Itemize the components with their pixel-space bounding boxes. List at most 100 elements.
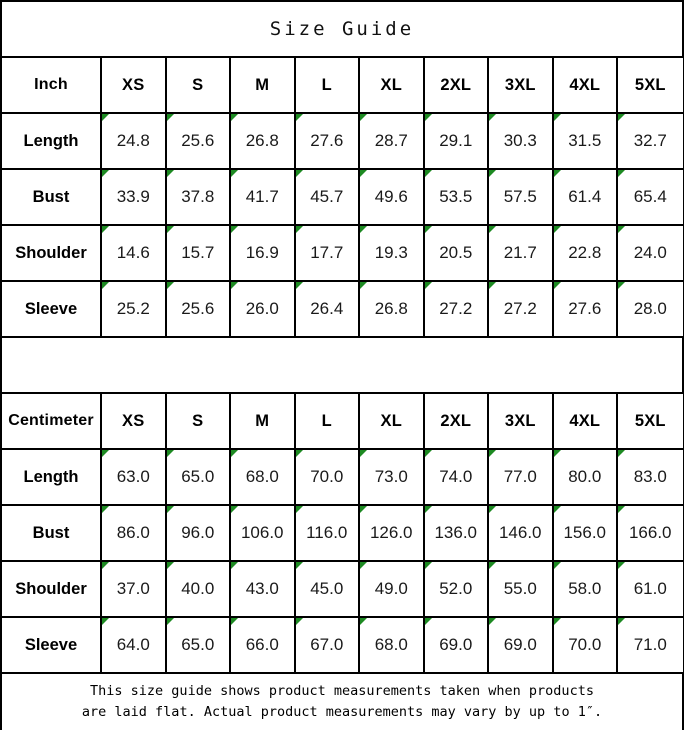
measurement-cell: 65.0	[166, 618, 231, 674]
measurement-cell: 67.0	[295, 618, 360, 674]
size-header-2xl: 2XL	[424, 394, 489, 450]
size-header-2xl: 2XL	[424, 58, 489, 114]
footer-note-line-1: This size guide shows product measuremen…	[90, 683, 594, 700]
measurement-cell: 26.0	[231, 282, 296, 338]
centimeter-unit-header: Centimeter	[2, 394, 102, 450]
measurement-cell: 166.0	[618, 506, 683, 562]
table-row: Bust 86.0 96.0 106.0 116.0 126.0 136.0 146.0 156…	[2, 506, 683, 562]
title-row: Size Guide	[2, 2, 682, 58]
centimeter-header-row: Centimeter XS S M L XL 2XL 3XL 4XL 5XL	[2, 394, 683, 450]
measurement-cell: 96.0	[166, 506, 231, 562]
size-header-5xl: 5XL	[618, 394, 683, 450]
table-row: Length 24.8 25.6 26.8 27.6 28.7 29.1 30.3 31.5 32…	[2, 114, 683, 170]
measurement-cell: 25.6	[166, 114, 231, 170]
measurement-label-sleeve: Sleeve	[2, 618, 102, 674]
inch-unit-header: Inch	[2, 58, 102, 114]
measurement-cell: 27.6	[295, 114, 360, 170]
measurement-cell: 77.0	[489, 450, 554, 506]
measurement-cell: 52.0	[424, 562, 489, 618]
measurement-label-sleeve: Sleeve	[2, 282, 102, 338]
measurement-cell: 37.0	[102, 562, 167, 618]
measurement-cell: 19.3	[360, 226, 425, 282]
measurement-cell: 14.6	[102, 226, 167, 282]
measurement-cell: 24.0	[618, 226, 683, 282]
measurement-cell: 27.2	[424, 282, 489, 338]
measurement-cell: 26.4	[295, 282, 360, 338]
measurement-cell: 27.2	[489, 282, 554, 338]
measurement-cell: 57.5	[489, 170, 554, 226]
measurement-cell: 55.0	[489, 562, 554, 618]
measurement-cell: 106.0	[231, 506, 296, 562]
centimeter-table-section: Centimeter XS S M L XL 2XL 3XL 4XL 5XL Length 63.0 6…	[2, 394, 683, 674]
measurement-cell: 86.0	[102, 506, 167, 562]
measurement-cell: 37.8	[166, 170, 231, 226]
measurement-cell: 45.0	[295, 562, 360, 618]
size-header-xs: XS	[102, 58, 167, 114]
size-header-xl: XL	[360, 394, 425, 450]
measurement-cell: 63.0	[102, 450, 167, 506]
inch-table-section: Inch XS S M L XL 2XL 3XL 4XL 5XL Length 24.8 25.6 26.…	[2, 58, 683, 338]
measurement-cell: 16.9	[231, 226, 296, 282]
measurement-cell: 21.7	[489, 226, 554, 282]
measurement-cell: 31.5	[553, 114, 618, 170]
size-header-l: L	[295, 394, 360, 450]
measurement-cell: 61.4	[553, 170, 618, 226]
measurement-cell: 49.0	[360, 562, 425, 618]
measurement-cell: 65.0	[166, 450, 231, 506]
measurement-cell: 83.0	[618, 450, 683, 506]
size-header-xl: XL	[360, 58, 425, 114]
size-header-xs: XS	[102, 394, 167, 450]
measurement-cell: 15.7	[166, 226, 231, 282]
size-header-5xl: 5XL	[618, 58, 683, 114]
footer-note-line-2: are laid flat. Actual product measuremen…	[81, 704, 603, 720]
table-row: Length 63.0 65.0 68.0 70.0 73.0 74.0 77.0 80.0 83…	[2, 450, 683, 506]
measurement-cell: 20.5	[424, 226, 489, 282]
measurement-label-shoulder: Shoulder	[2, 226, 102, 282]
measurement-cell: 17.7	[295, 226, 360, 282]
measurement-cell: 32.7	[618, 114, 683, 170]
measurement-cell: 68.0	[360, 618, 425, 674]
measurement-cell: 22.8	[553, 226, 618, 282]
footer-note: This size guide shows product measuremen…	[2, 674, 682, 730]
measurement-label-length: Length	[2, 114, 102, 170]
measurement-cell: 26.8	[231, 114, 296, 170]
measurement-label-bust: Bust	[2, 506, 102, 562]
measurement-cell: 69.0	[424, 618, 489, 674]
size-header-m: M	[231, 394, 296, 450]
size-header-4xl: 4XL	[553, 58, 618, 114]
measurement-cell: 61.0	[618, 562, 683, 618]
measurement-cell: 68.0	[231, 450, 296, 506]
measurement-cell: 65.4	[618, 170, 683, 226]
measurement-cell: 70.0	[553, 618, 618, 674]
separator-cell	[2, 338, 682, 394]
measurement-cell: 49.6	[360, 170, 425, 226]
measurement-cell: 28.7	[360, 114, 425, 170]
measurement-cell: 126.0	[360, 506, 425, 562]
table-row: Sleeve 64.0 65.0 66.0 67.0 68.0 69.0 69.0 70.0 71…	[2, 618, 683, 674]
table-row: Shoulder 37.0 40.0 43.0 45.0 49.0 52.0 55.0 58.0…	[2, 562, 683, 618]
measurement-cell: 26.8	[360, 282, 425, 338]
measurement-cell: 45.7	[295, 170, 360, 226]
measurement-cell: 116.0	[295, 506, 360, 562]
measurement-label-length: Length	[2, 450, 102, 506]
measurement-cell: 25.6	[166, 282, 231, 338]
measurement-cell: 43.0	[231, 562, 296, 618]
measurement-cell: 80.0	[553, 450, 618, 506]
measurement-label-bust: Bust	[2, 170, 102, 226]
measurement-cell: 53.5	[424, 170, 489, 226]
measurement-cell: 73.0	[360, 450, 425, 506]
table-row: Sleeve 25.2 25.6 26.0 26.4 26.8 27.2 27.2 27.6 28…	[2, 282, 683, 338]
measurement-cell: 33.9	[102, 170, 167, 226]
page-title: Size Guide	[2, 2, 682, 58]
measurement-cell: 25.2	[102, 282, 167, 338]
measurement-cell: 30.3	[489, 114, 554, 170]
size-header-m: M	[231, 58, 296, 114]
measurement-cell: 41.7	[231, 170, 296, 226]
table-row: Bust 33.9 37.8 41.7 45.7 49.6 53.5 57.5 61.4 65.4	[2, 170, 683, 226]
inch-header-row: Inch XS S M L XL 2XL 3XL 4XL 5XL	[2, 58, 683, 114]
size-header-3xl: 3XL	[489, 58, 554, 114]
measurement-cell: 69.0	[489, 618, 554, 674]
size-header-s: S	[166, 58, 231, 114]
footer-note-row: This size guide shows product measuremen…	[2, 674, 682, 730]
